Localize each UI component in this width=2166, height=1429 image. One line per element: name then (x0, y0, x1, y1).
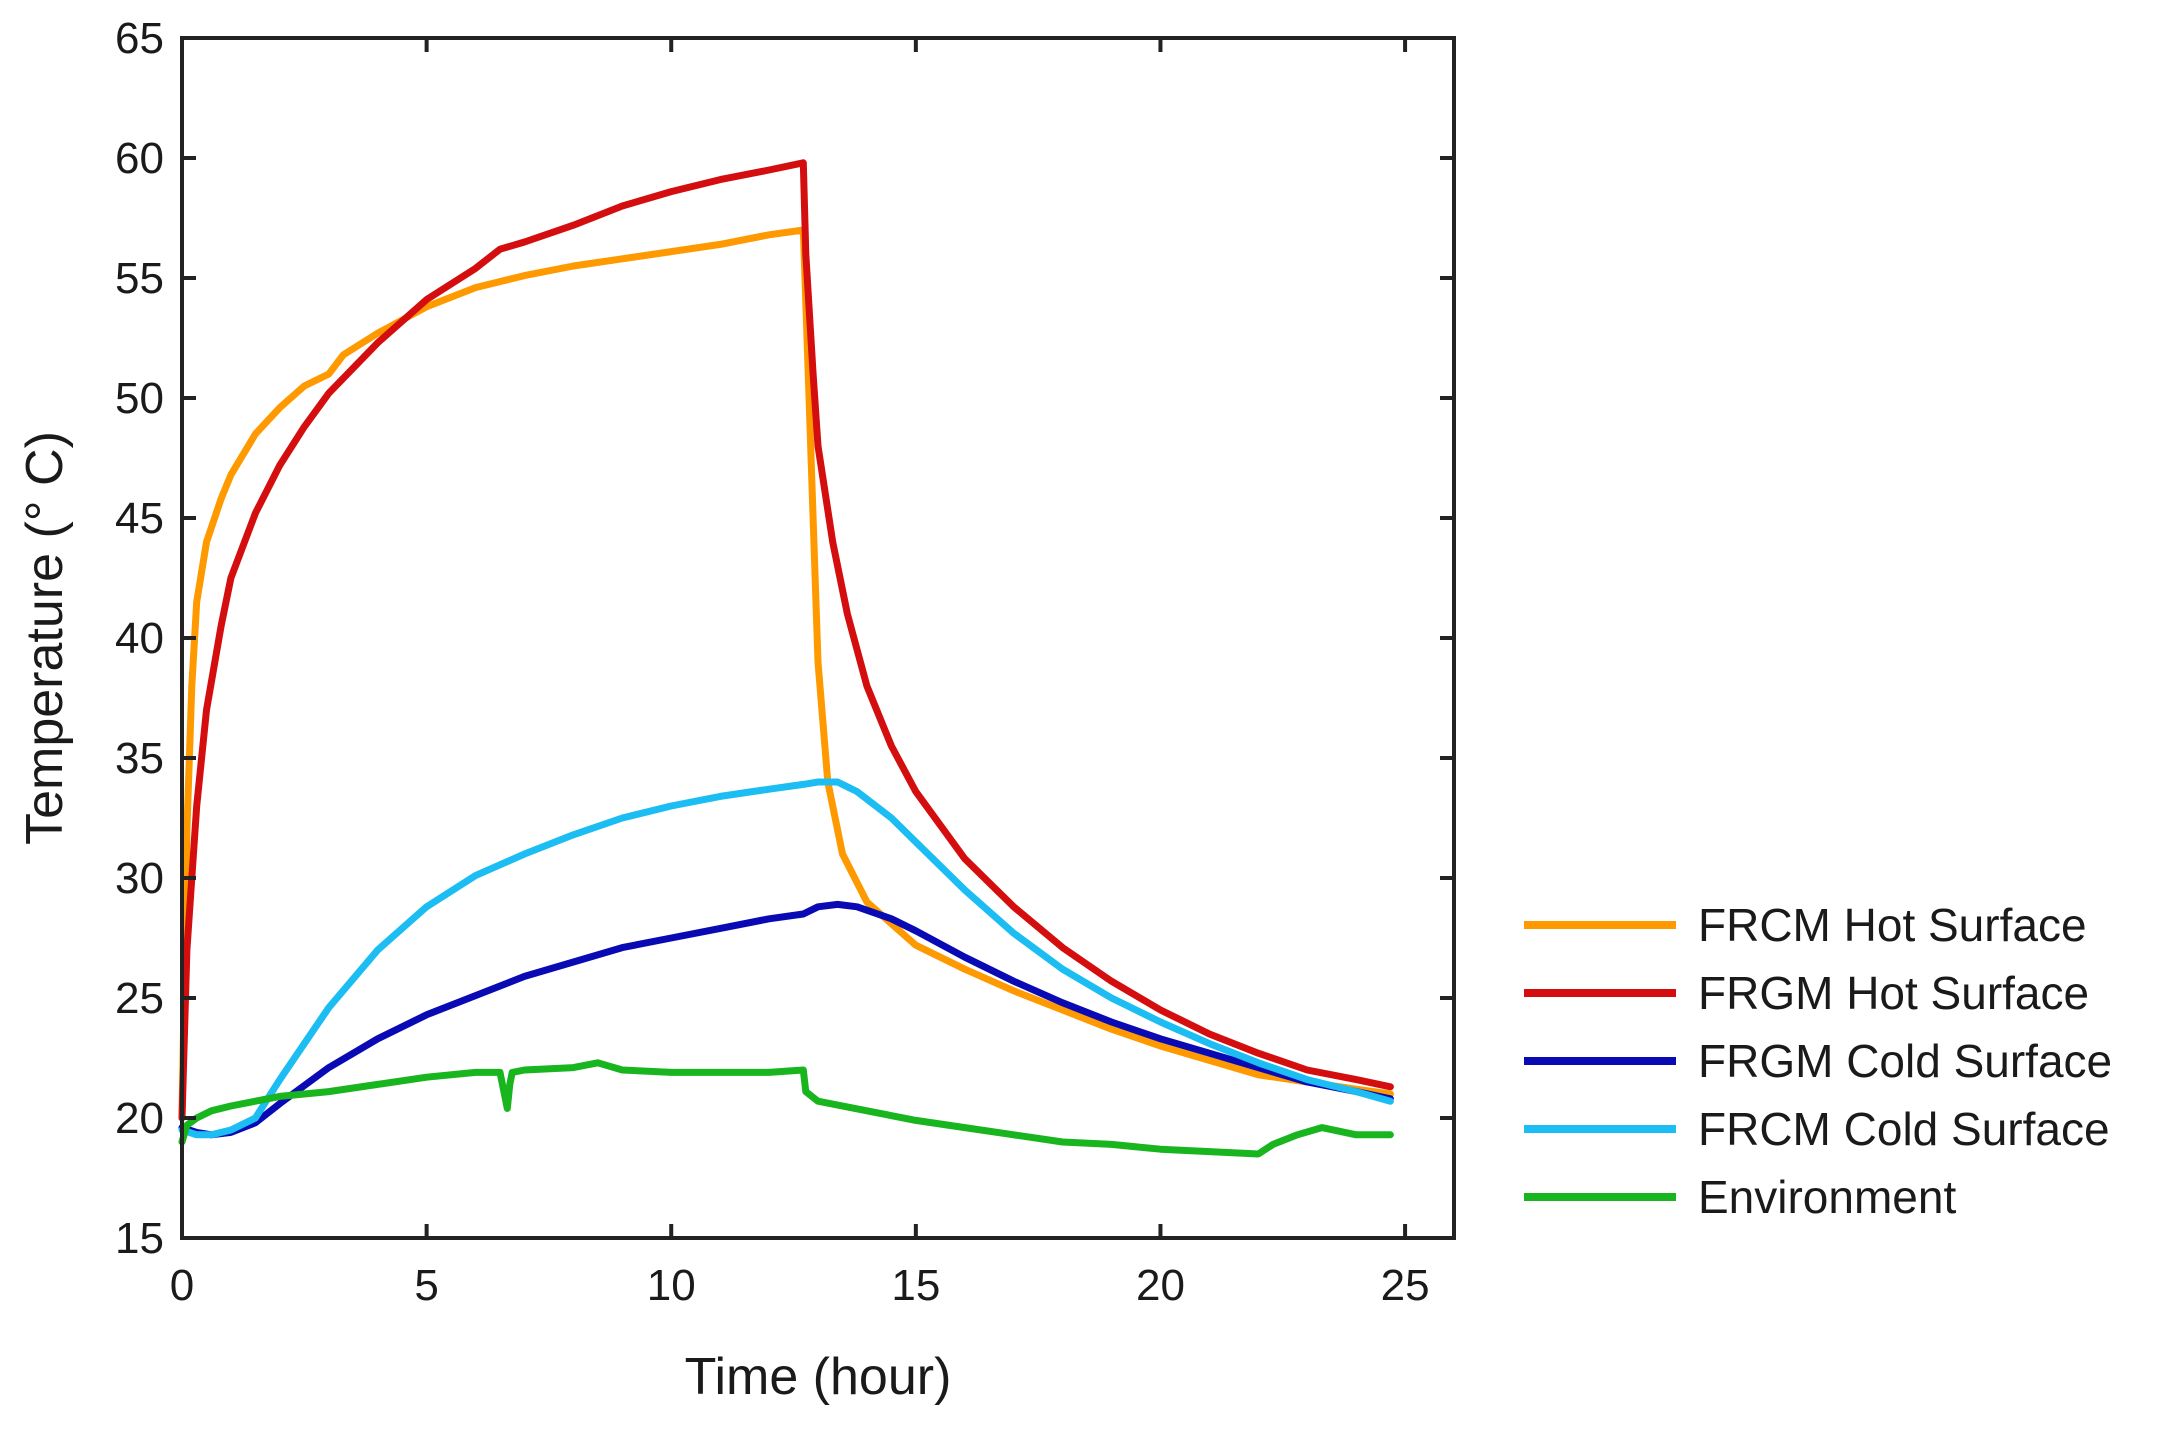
x-tick-label: 5 (414, 1261, 438, 1310)
x-tick-label: 20 (1136, 1261, 1185, 1310)
series-line-frcm-cold-surface (178, 778, 1394, 1139)
series-line-frgm-cold-surface (178, 900, 1394, 1139)
legend-item-frgm-hot-surface: FRGM Hot Surface (1524, 967, 2089, 1019)
y-tick-label: 15 (115, 1214, 164, 1263)
y-axis-title: Temperature (° C) (16, 431, 74, 845)
y-tick-label: 20 (115, 1094, 164, 1143)
y-tick-label: 55 (115, 254, 164, 303)
x-tick-label: 0 (170, 1261, 194, 1310)
series-line-frgm-hot-surface (178, 159, 1394, 1122)
y-axis-ticks: 15 20 25 30 35 40 45 50 55 60 65 (115, 14, 1454, 1263)
legend-item-frcm-cold-surface: FRCM Cold Surface (1524, 1103, 2110, 1155)
legend: FRCM Hot Surface FRGM Hot Surface FRGM Col… (1524, 899, 2112, 1223)
x-tick-label: 10 (647, 1261, 696, 1310)
y-tick-label: 30 (115, 854, 164, 903)
y-tick-label: 45 (115, 494, 164, 543)
series-line-frcm-hot-surface (178, 226, 1394, 1122)
legend-item-environment: Environment (1524, 1171, 1956, 1223)
y-tick-label: 40 (115, 614, 164, 663)
legend-label: FRCM Cold Surface (1698, 1103, 2110, 1155)
x-tick-label: 15 (891, 1261, 940, 1310)
y-tick-label: 65 (115, 14, 164, 63)
y-tick-label: 25 (115, 974, 164, 1023)
y-tick-label: 35 (115, 734, 164, 783)
y-tick-label: 60 (115, 134, 164, 183)
x-axis-title: Time (hour) (685, 1348, 952, 1406)
legend-label: FRCM Hot Surface (1698, 899, 2087, 951)
legend-item-frgm-cold-surface: FRGM Cold Surface (1524, 1035, 2112, 1087)
legend-label: Environment (1698, 1171, 1956, 1223)
series-layer (178, 159, 1394, 1158)
legend-label: FRGM Cold Surface (1698, 1035, 2112, 1087)
y-tick-label: 50 (115, 374, 164, 423)
legend-label: FRGM Hot Surface (1698, 967, 2089, 1019)
x-axis-ticks: 0 5 10 15 20 25 (170, 38, 1430, 1310)
x-tick-label: 25 (1381, 1261, 1430, 1310)
legend-item-frcm-hot-surface: FRCM Hot Surface (1524, 899, 2087, 951)
series-line-environment (178, 1059, 1394, 1158)
